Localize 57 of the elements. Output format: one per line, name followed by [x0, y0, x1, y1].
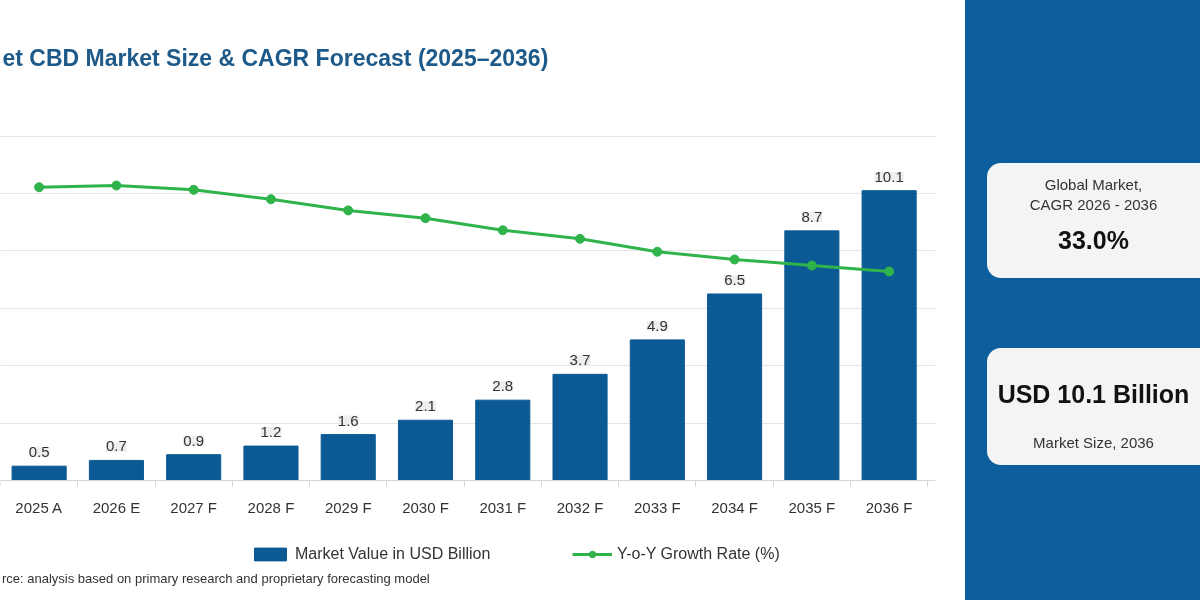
- data-label: 2.1: [415, 397, 436, 415]
- bar: [475, 399, 531, 481]
- data-label: 0.7: [105, 437, 127, 455]
- bar: [552, 373, 608, 481]
- point: [884, 266, 895, 277]
- bar: [784, 230, 840, 481]
- data-label: 2.8: [492, 377, 514, 395]
- x-tick-label: 2027 F: [170, 498, 218, 516]
- x-tick-label: 2035 F: [788, 498, 836, 516]
- bar: [88, 459, 144, 481]
- legend-label: Market Value in USD Billion: [295, 545, 491, 563]
- x-tick-label: 2030 F: [402, 498, 449, 516]
- text: CAGR 2026 - 2036: [1028, 194, 1159, 214]
- bar: [861, 190, 917, 481]
- point: [652, 246, 663, 257]
- text: Market Size, 2036: [1032, 432, 1155, 452]
- x-tick-label: 2032 F: [556, 498, 604, 516]
- data-label: 10.1: [874, 167, 904, 185]
- bar: [243, 445, 299, 481]
- point: [806, 260, 817, 271]
- bar: [320, 434, 376, 481]
- x-tick-label: 2031 F: [479, 498, 527, 516]
- point: [188, 184, 199, 195]
- x-tick-label: 2029 F: [324, 498, 372, 516]
- x-tick-label: 2034 F: [711, 498, 758, 516]
- data-label: 8.7: [801, 207, 823, 225]
- x-tick-label: 2036 F: [865, 498, 913, 516]
- data-label: 4.9: [646, 316, 668, 334]
- data-label: 1.2: [260, 423, 282, 441]
- bar: [629, 339, 685, 481]
- x-tick-label: 2033 F: [633, 498, 681, 516]
- bar: [11, 465, 67, 481]
- point: [575, 233, 586, 244]
- text: rce: analysis based on primary research and proprietary forecasting model: [2, 570, 430, 588]
- bar: [166, 454, 222, 481]
- text: USD 10.1 Billion: [996, 379, 1191, 410]
- legend-label: Y-o-Y Growth Rate (%): [617, 545, 780, 563]
- data-label: 0.9: [183, 431, 205, 449]
- point: [420, 213, 431, 224]
- x-tick-label: 2028 F: [247, 498, 295, 516]
- point: [265, 194, 276, 205]
- data-label: 1.6: [337, 411, 359, 429]
- point: [111, 180, 122, 191]
- point: [343, 205, 354, 216]
- x-tick-label: 2025 A: [15, 498, 63, 516]
- x-tick-label: 2026 E: [92, 498, 141, 516]
- text: 33.0%: [1057, 225, 1130, 256]
- data-label: 3.7: [569, 351, 591, 369]
- data-label: 0.5: [28, 443, 50, 461]
- bar: [707, 293, 763, 481]
- text: Global Market,: [1043, 175, 1144, 195]
- bar: [397, 419, 454, 481]
- chart-title: et CBD Market Size & CAGR Forecast (2025–2036): [2, 44, 549, 71]
- point: [729, 254, 740, 265]
- point: [497, 225, 508, 236]
- point: [34, 182, 45, 193]
- data-label: 6.5: [724, 271, 746, 288]
